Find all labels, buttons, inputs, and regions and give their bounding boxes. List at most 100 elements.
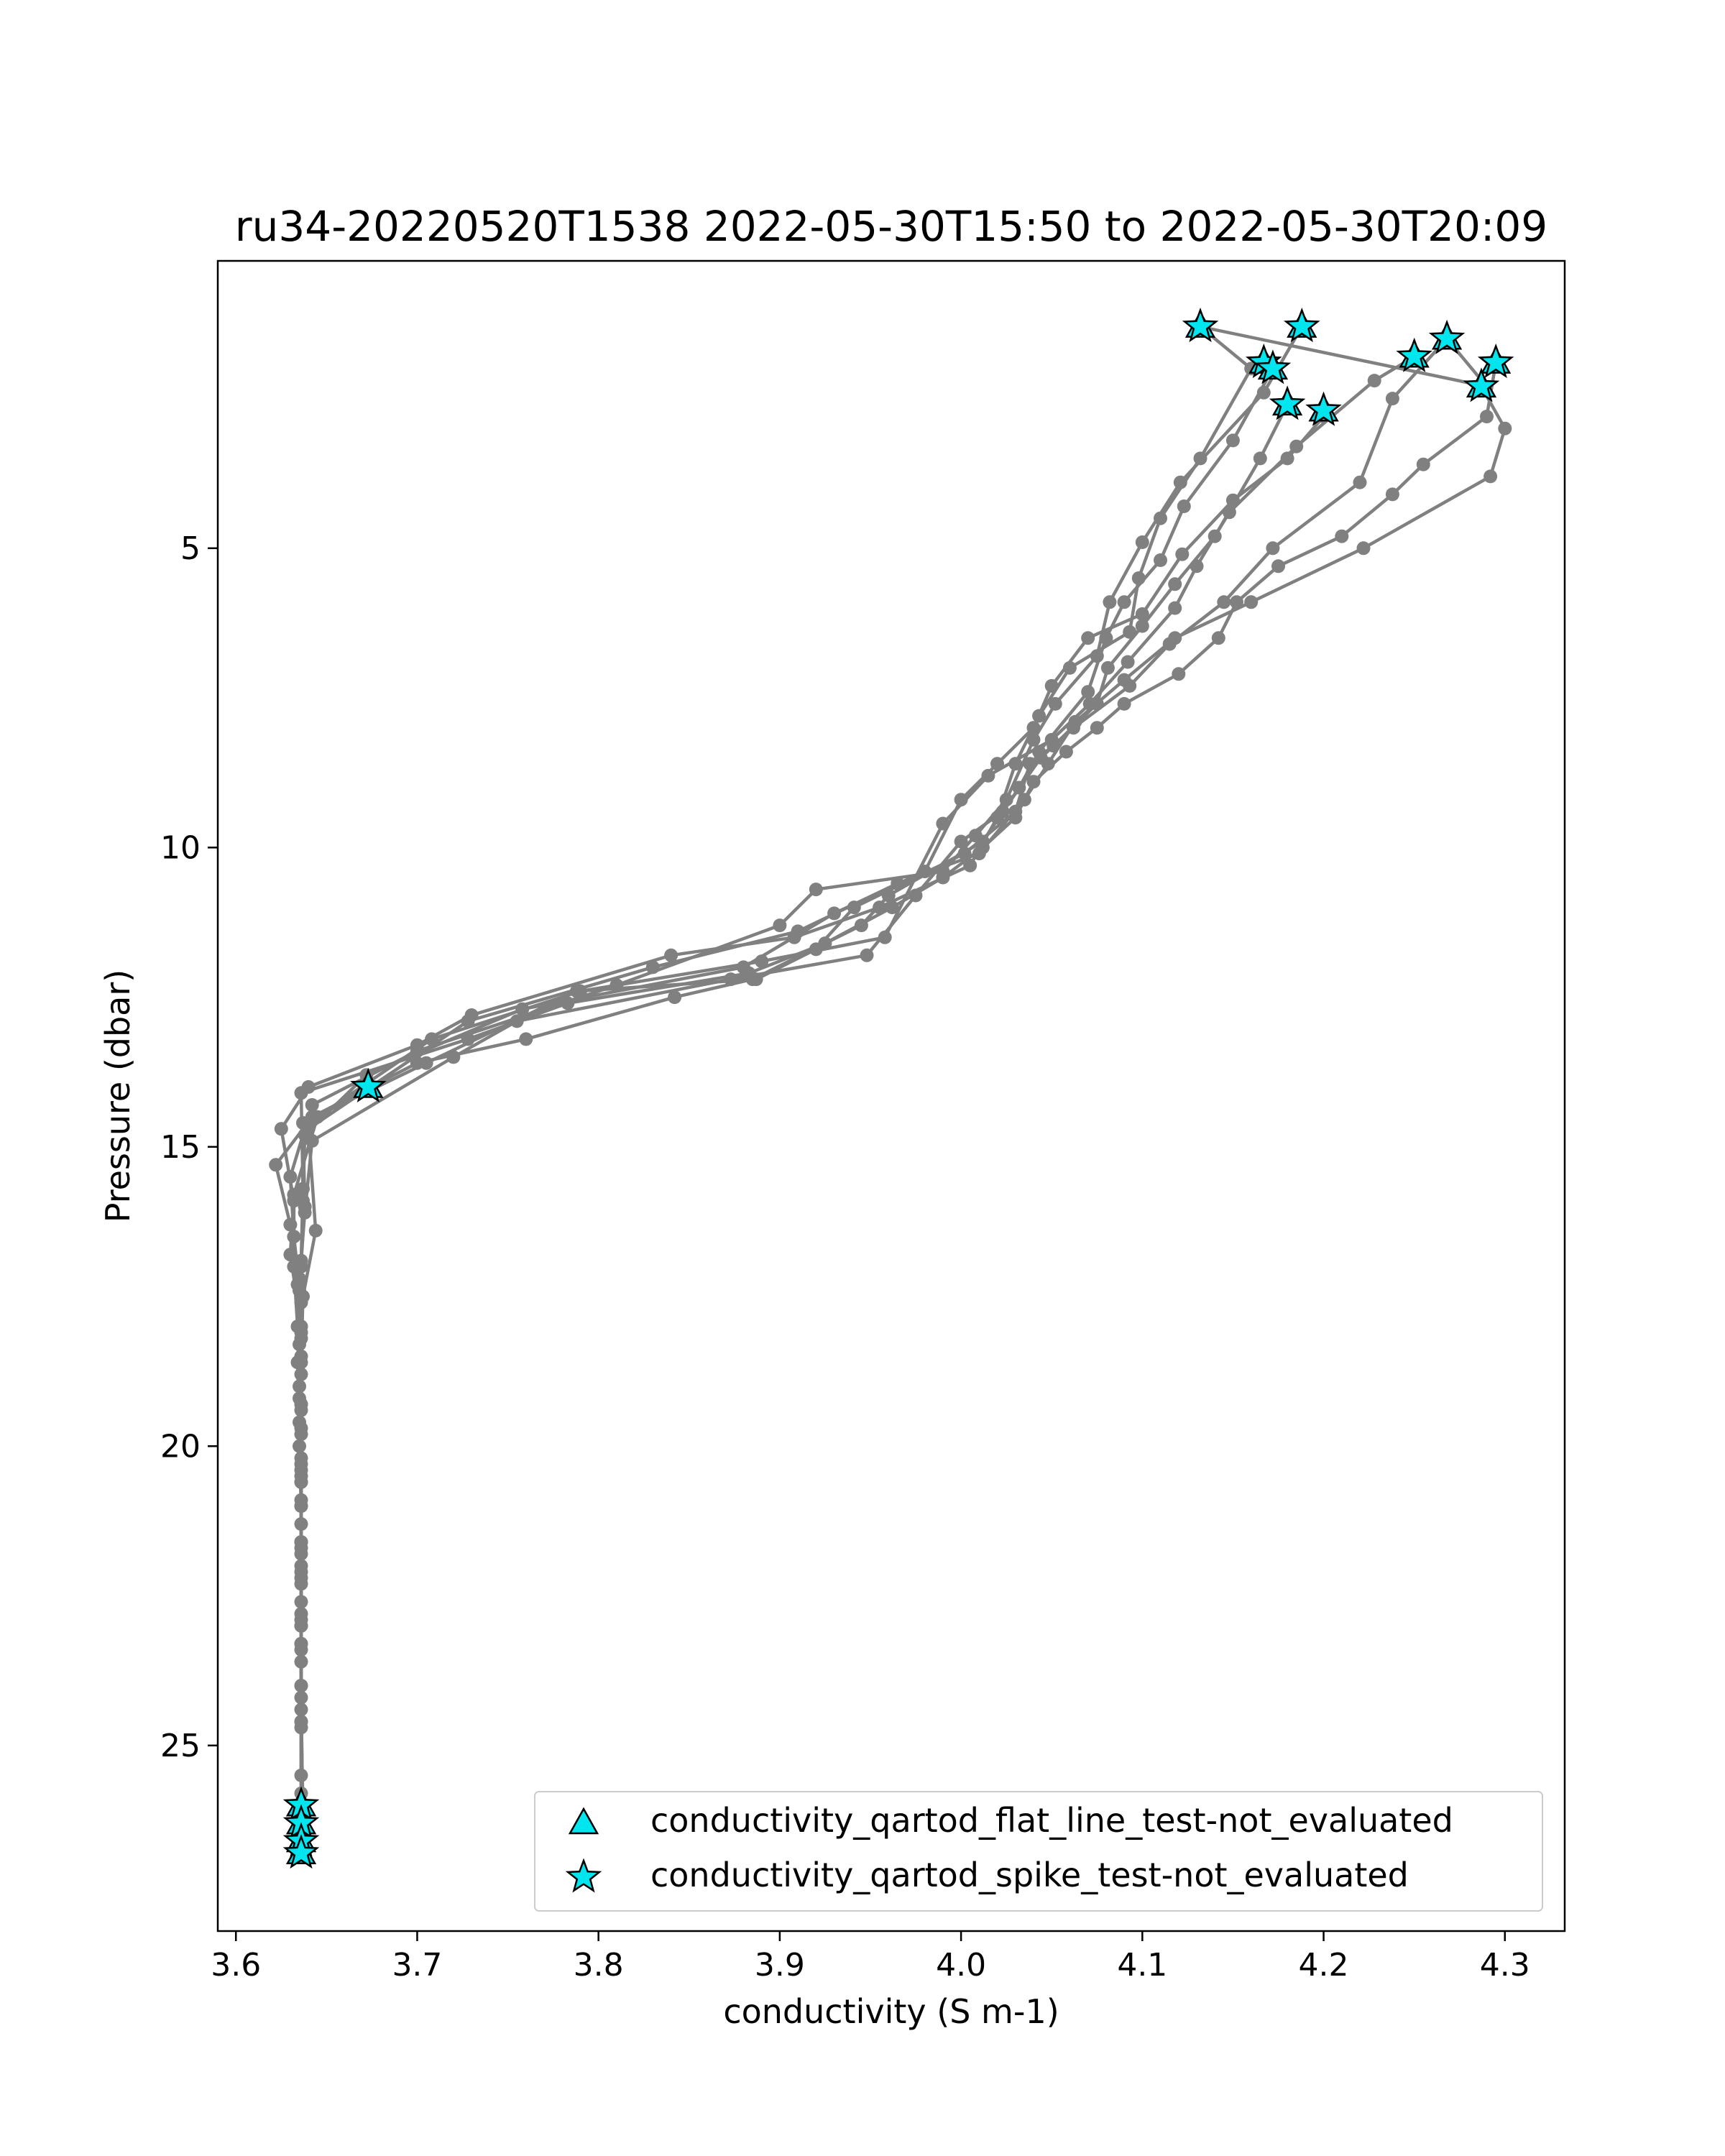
data-point [1081,685,1095,699]
data-point [975,840,990,854]
data-point [1099,631,1113,645]
x-axis-label: conductivity (S m-1) [723,1992,1059,2031]
spike-flag-marker [1182,308,1219,343]
connector-line-0 [1200,325,1487,389]
data-point [1266,541,1280,556]
data-point [1117,595,1131,609]
data-point [294,1325,308,1340]
legend-triangle-marker [568,1807,599,1835]
plot-area-frame [216,259,1566,1932]
data-point [1190,559,1204,573]
data-point [981,768,995,783]
y-axis: 5 10 15 20 25 [160,530,218,1764]
data-point [668,990,682,1005]
x-axis: 3.6 3.7 3.8 3.9 4.0 4.1 4.2 4.3 [211,1931,1530,1984]
spike-flag-marker [1269,385,1306,420]
x-tick-label: 4.0 [936,1947,986,1984]
data-point [305,1098,319,1112]
data-point [1117,673,1131,687]
data-point [294,1086,308,1100]
data-point [878,930,892,944]
legend-entry-spike: conductivity_qartod_spike_test-not_evalu… [650,1856,1409,1894]
legend-box [534,1791,1543,1912]
data-point [1385,392,1399,406]
data-point [1271,559,1285,573]
x-tick-label: 3.7 [392,1947,442,1984]
y-axis-label: Pressure (dbar) [98,969,137,1222]
data-point [860,948,874,962]
data-point [1059,745,1073,759]
data-point [664,948,678,962]
data-point [294,1253,308,1268]
data-point [274,1122,288,1136]
data-point [294,1397,308,1411]
data-point [1175,547,1190,561]
data-point [419,1056,433,1070]
data-point [1498,421,1512,436]
data-point [1367,374,1381,388]
chart-title: ru34-20220520T1538 2022-05-30T15:50 to 2… [235,202,1547,251]
data-point [269,1158,283,1172]
data-point [1289,439,1304,453]
data-point [1416,457,1430,471]
profile-line-4 [299,415,1325,1848]
data-point [1117,696,1131,711]
data-point [1244,595,1259,609]
spike-flag-marker [1284,308,1320,343]
data-point [1484,469,1498,484]
data-point [995,804,1010,819]
data-point [1044,678,1059,693]
data-point [885,900,899,915]
data-point [1090,721,1104,735]
data-point [1135,607,1149,621]
data-point [791,924,805,939]
data-point [1230,595,1243,609]
data-point [1172,667,1186,681]
data-point [461,1014,475,1028]
data-point [936,870,950,885]
data-point [283,1248,298,1262]
spike-flag-marker [1396,337,1432,372]
spike-flag-marker [1463,367,1500,402]
data-point [1280,451,1294,466]
data-point [1211,631,1225,645]
data-point [283,1170,298,1184]
data-point [1026,732,1041,747]
data-point [294,1613,308,1627]
data-point [1480,410,1494,424]
spike-flag-marker [282,1834,320,1869]
data-point [294,1541,308,1555]
data-point [1335,529,1349,543]
data-point [296,1181,310,1196]
spike-flag-marker [1305,391,1342,426]
profile-line-8 [299,362,1498,1620]
data-point [1026,775,1041,789]
data-point [742,966,756,980]
x-tick-label: 4.1 [1117,1947,1167,1984]
x-tick-label: 4.2 [1299,1947,1349,1984]
data-point [645,960,660,975]
spike-flag-marker [350,1067,387,1102]
data-point [1217,595,1231,609]
spike-flag-marker [1477,344,1514,379]
data-point [446,1050,461,1064]
data-point [561,996,575,1010]
data-point [1173,475,1187,489]
data-point [1081,631,1095,645]
data-point [1225,433,1240,448]
spike-flag-marker [1254,349,1292,384]
data-point [461,1032,475,1046]
legend-entry-flat-line: conductivity_qartod_flat_line_test-not_e… [650,1801,1453,1840]
data-point [1353,475,1367,489]
y-tick-label: 10 [160,829,201,866]
y-tick-label: 25 [160,1728,201,1764]
data-point [1121,655,1135,669]
data-point [1100,660,1115,675]
data-point [1168,631,1182,645]
data-point [1177,499,1191,513]
data-point [305,1134,319,1148]
data-point [294,1643,308,1657]
spike-flag-marker [1428,319,1466,354]
legend: conductivity_qartod_flat_line_test-not_e… [534,1791,1543,1912]
